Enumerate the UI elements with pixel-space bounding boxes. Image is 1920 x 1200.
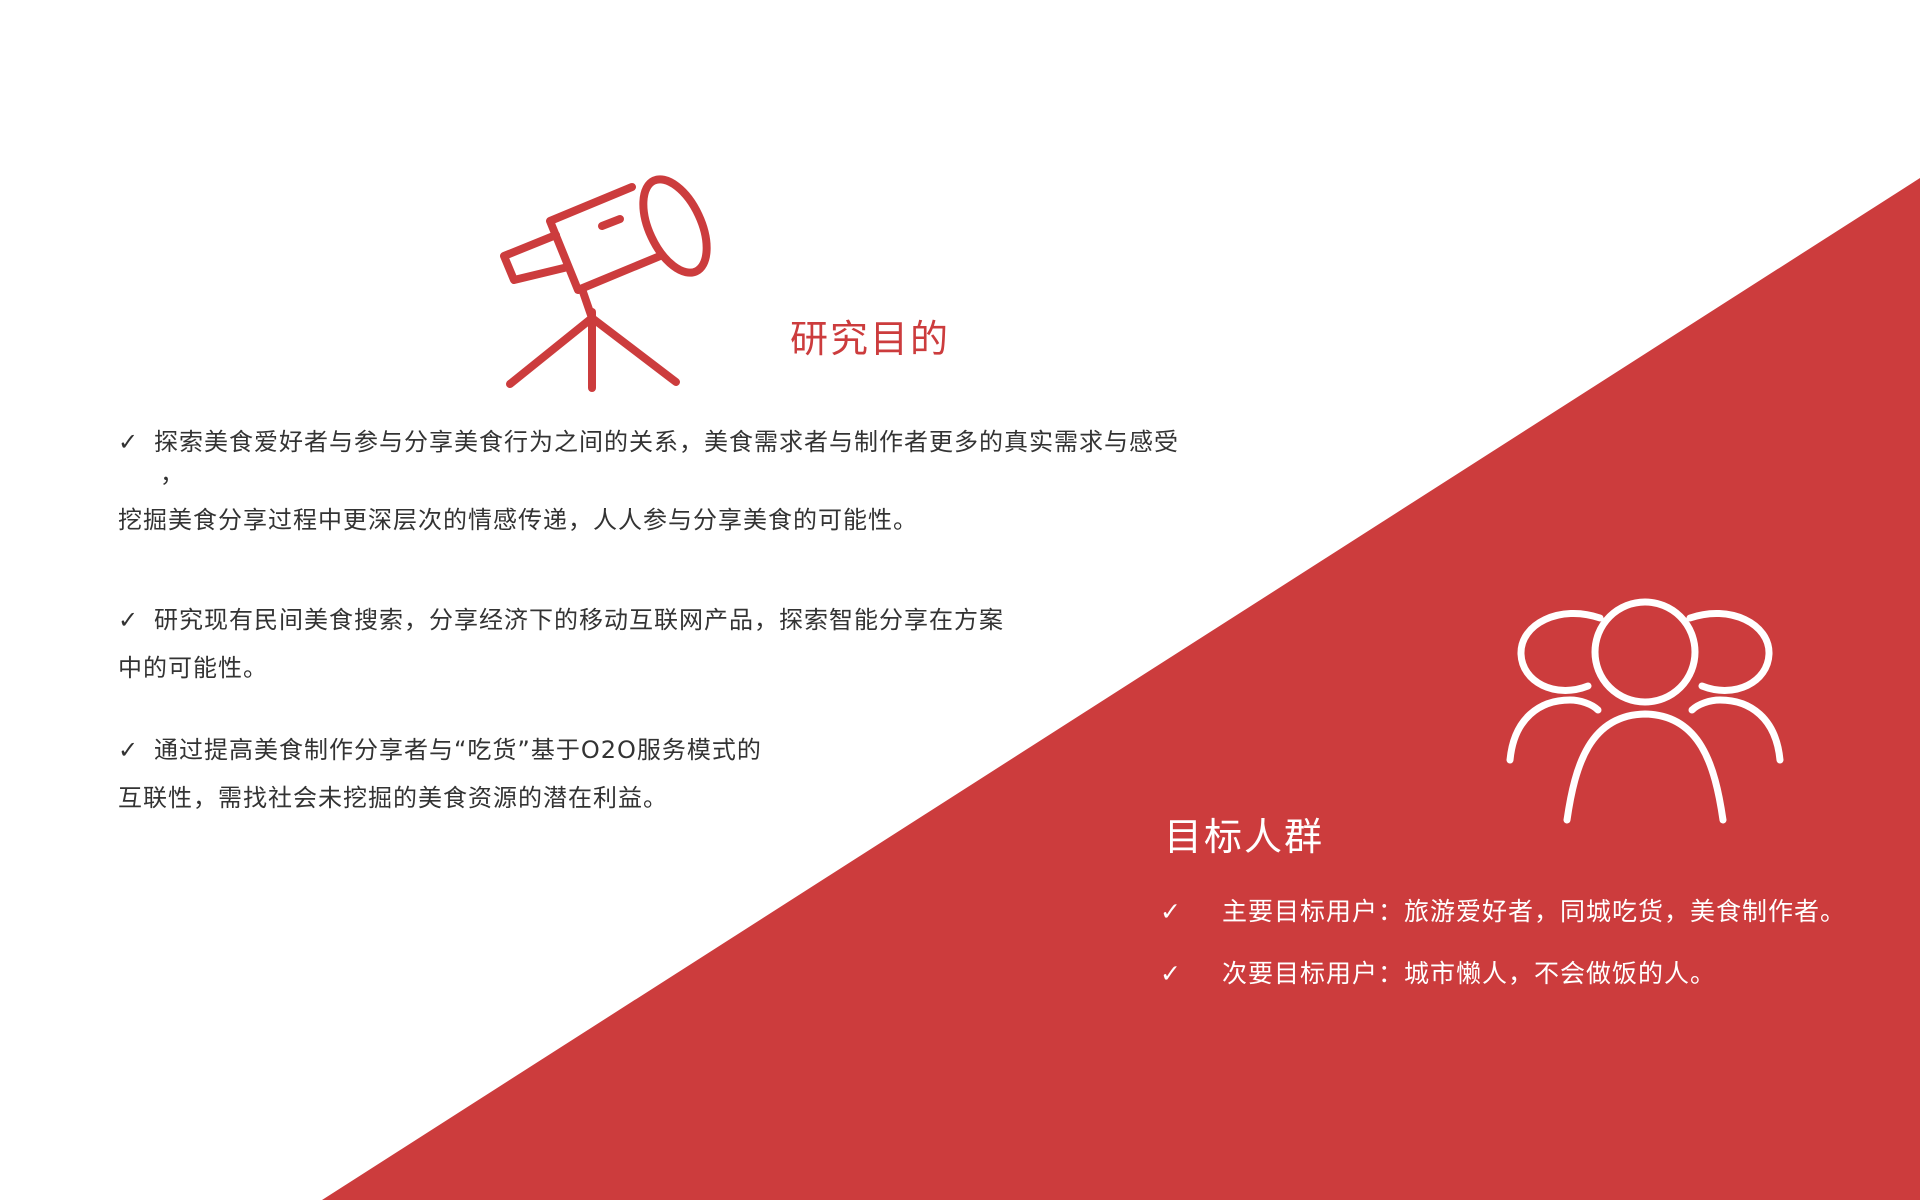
checkmark-icon: ✓ <box>1160 897 1182 926</box>
research-point-1-text-1: 探索美食爱好者与参与分享美食行为之间的关系，美食需求者与制作者更多的真实需求与感… <box>154 428 1179 456</box>
research-point-2-line-2: 中的可能性。 <box>118 654 268 682</box>
red-triangle-shape <box>322 178 1920 1200</box>
checkmark-icon: ✓ <box>118 606 140 634</box>
research-point-2-text-1: 研究现有民间美食搜索，分享经济下的移动互联网产品，探索智能分享在方案 <box>154 606 1004 634</box>
target-item-secondary-text: 次要目标用户：城市懒人，不会做饭的人。 <box>1222 959 1717 988</box>
research-point-3: ✓ 通过提高美食制作分享者与“吃货”基于O2O服务模式的 互联性，需找社会未挖掘的… <box>118 726 762 822</box>
target-item-primary: ✓ 主要目标用户：旅游爱好者，同城吃货，美食制作者。 <box>1160 892 1846 928</box>
research-point-2-line-1: ✓ 研究现有民间美食搜索，分享经济下的移动互联网产品，探索智能分享在方案 <box>118 596 1004 644</box>
research-point-1-comma: ， <box>160 460 185 488</box>
research-point-1-line-1: ✓ 探索美食爱好者与参与分享美食行为之间的关系，美食需求者与制作者更多的真实需求与… <box>118 418 1179 466</box>
research-point-3-text-1: 通过提高美食制作分享者与“吃货”基于O2O服务模式的 <box>154 736 762 764</box>
research-point-2: ✓ 研究现有民间美食搜索，分享经济下的移动互联网产品，探索智能分享在方案 中的可能… <box>118 596 1004 692</box>
telescope-icon <box>500 175 711 392</box>
research-point-1: ✓ 探索美食爱好者与参与分享美食行为之间的关系，美食需求者与制作者更多的真实需求与… <box>118 418 1179 544</box>
target-item-secondary: ✓ 次要目标用户：城市懒人，不会做饭的人。 <box>1160 954 1716 990</box>
people-group-icon <box>1506 598 1784 824</box>
checkmark-icon: ✓ <box>1160 959 1182 988</box>
research-point-3-line-2: 互联性，需找社会未挖掘的美食资源的潜在利益。 <box>118 784 668 812</box>
research-purpose-title: 研究目的 <box>790 317 951 361</box>
checkmark-icon: ✓ <box>118 736 140 764</box>
target-audience-title: 目标人群 <box>1164 815 1325 859</box>
research-point-3-line-1: ✓ 通过提高美食制作分享者与“吃货”基于O2O服务模式的 <box>118 726 762 774</box>
research-point-1-line-3: 挖掘美食分享过程中更深层次的情感传递，人人参与分享美食的可能性。 <box>118 506 918 534</box>
target-item-primary-text: 主要目标用户：旅游爱好者，同城吃货，美食制作者。 <box>1222 897 1847 926</box>
checkmark-icon: ✓ <box>118 428 140 456</box>
